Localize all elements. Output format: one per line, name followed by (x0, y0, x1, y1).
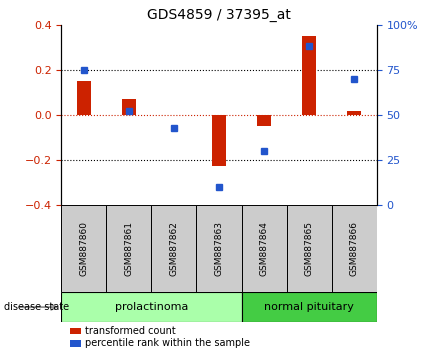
Bar (241, 205, 286, 292)
Bar (61, 205, 106, 292)
Bar (152, 205, 197, 292)
Bar (122, 99, 136, 115)
Bar (106, 205, 152, 292)
Bar (347, 110, 361, 115)
Text: GSM887866: GSM887866 (350, 221, 359, 276)
Text: GSM887865: GSM887865 (304, 221, 314, 276)
Text: percentile rank within the sample: percentile rank within the sample (85, 338, 251, 348)
Bar (197, 205, 241, 292)
Text: disease state: disease state (4, 302, 70, 312)
Text: transformed count: transformed count (85, 326, 176, 336)
Title: GDS4859 / 37395_at: GDS4859 / 37395_at (147, 8, 291, 22)
Text: GSM887862: GSM887862 (170, 221, 178, 276)
Bar (212, 115, 226, 166)
Text: GSM887860: GSM887860 (79, 221, 88, 276)
Bar (302, 36, 316, 115)
Text: GSM887863: GSM887863 (215, 221, 223, 276)
Text: normal pituitary: normal pituitary (264, 302, 354, 312)
Text: prolactinoma: prolactinoma (115, 302, 188, 312)
Bar (257, 115, 271, 126)
Text: GSM887861: GSM887861 (124, 221, 134, 276)
Bar (77, 81, 91, 115)
Text: GSM887864: GSM887864 (260, 221, 268, 276)
Bar (61, 292, 241, 322)
Bar (286, 205, 332, 292)
Bar (332, 205, 377, 292)
Bar (241, 292, 377, 322)
